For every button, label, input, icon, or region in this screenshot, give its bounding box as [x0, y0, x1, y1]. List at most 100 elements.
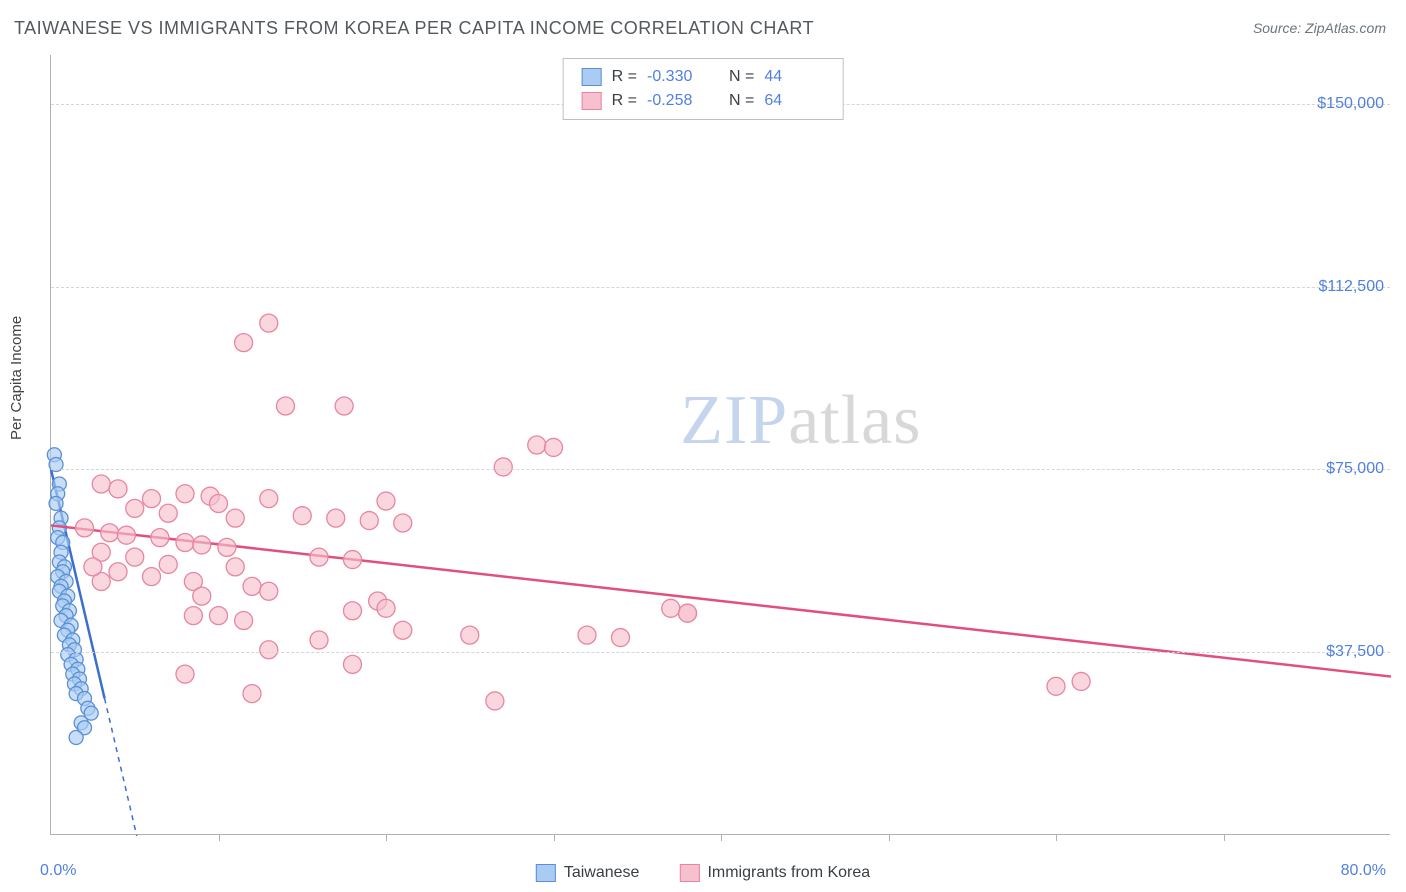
correlation-legend-row: R = -0.258 N = 64 [582, 89, 825, 113]
data-point [1047, 677, 1065, 695]
y-tick-label: $150,000 [1317, 95, 1384, 113]
data-point [344, 655, 362, 673]
n-value: 44 [764, 68, 824, 86]
data-point [49, 497, 63, 511]
data-point [151, 529, 169, 547]
y-tick-label: $112,500 [1318, 278, 1384, 296]
plot-svg [51, 55, 1390, 834]
x-tick [1056, 834, 1057, 841]
data-point [193, 536, 211, 554]
data-point [327, 509, 345, 527]
n-label: N = [729, 92, 754, 110]
data-point [193, 587, 211, 605]
chart-title: TAIWANESE VS IMMIGRANTS FROM KOREA PER C… [14, 18, 814, 39]
data-point [176, 534, 194, 552]
chart-container: TAIWANESE VS IMMIGRANTS FROM KOREA PER C… [0, 0, 1406, 892]
legend-label: Taiwanese [564, 864, 640, 882]
data-point [662, 599, 680, 617]
legend-label: Immigrants from Korea [707, 864, 870, 882]
x-tick [1224, 834, 1225, 841]
data-point [494, 458, 512, 476]
data-point [1072, 672, 1090, 690]
data-point [235, 334, 253, 352]
x-tick [721, 834, 722, 841]
r-value: -0.258 [647, 92, 707, 110]
data-point [260, 490, 278, 508]
data-point [109, 563, 127, 581]
data-point [184, 607, 202, 625]
data-point [335, 397, 353, 415]
data-point [545, 438, 563, 456]
gridline [51, 469, 1390, 470]
data-point [260, 641, 278, 659]
data-point [159, 504, 177, 522]
correlation-legend-row: R = -0.330 N = 44 [582, 65, 825, 89]
data-point [293, 507, 311, 525]
data-point [69, 731, 83, 745]
y-axis-label: Per Capita Income [8, 316, 25, 440]
legend-item: Taiwanese [536, 864, 640, 882]
gridline [51, 652, 1390, 653]
data-point [394, 621, 412, 639]
data-point [126, 499, 144, 517]
data-point [76, 519, 94, 537]
data-point [377, 599, 395, 617]
data-point [210, 607, 228, 625]
legend-swatch [679, 864, 699, 882]
data-point [612, 629, 630, 647]
data-point [226, 558, 244, 576]
data-point [377, 492, 395, 510]
r-value: -0.330 [647, 68, 707, 86]
n-label: N = [729, 68, 754, 86]
plot-area: ZIPatlas $37,500$75,000$112,500$150,000 [50, 55, 1390, 835]
correlation-legend: R = -0.330 N = 44 R = -0.258 N = 64 [563, 58, 844, 120]
y-tick-label: $37,500 [1326, 643, 1384, 661]
data-point [143, 568, 161, 586]
n-value: 64 [764, 92, 824, 110]
data-point [117, 526, 135, 544]
data-point [235, 612, 253, 630]
x-axis-max-label: 80.0% [1341, 862, 1386, 880]
data-point [310, 631, 328, 649]
data-point [578, 626, 596, 644]
data-point [101, 524, 119, 542]
data-point [109, 480, 127, 498]
data-point [176, 485, 194, 503]
legend-swatch [582, 68, 602, 86]
y-tick-label: $75,000 [1326, 460, 1384, 478]
data-point [218, 538, 236, 556]
x-tick [219, 834, 220, 841]
data-point [92, 475, 110, 493]
data-point [176, 665, 194, 683]
data-point [360, 512, 378, 530]
data-point [528, 436, 546, 454]
data-point [226, 509, 244, 527]
regression-line [51, 525, 1391, 676]
data-point [143, 490, 161, 508]
data-point [210, 495, 228, 513]
data-point [277, 397, 295, 415]
r-label: R = [612, 68, 637, 86]
x-axis-min-label: 0.0% [40, 862, 76, 880]
gridline [51, 287, 1390, 288]
data-point [344, 602, 362, 620]
chart-source: Source: ZipAtlas.com [1253, 20, 1386, 36]
data-point [84, 558, 102, 576]
data-point [394, 514, 412, 532]
series-legend: Taiwanese Immigrants from Korea [536, 864, 870, 882]
x-tick [554, 834, 555, 841]
data-point [679, 604, 697, 622]
data-point [260, 314, 278, 332]
x-tick [386, 834, 387, 841]
legend-swatch [536, 864, 556, 882]
data-point [486, 692, 504, 710]
legend-item: Immigrants from Korea [679, 864, 870, 882]
data-point [243, 685, 261, 703]
data-point [243, 577, 261, 595]
data-point [159, 555, 177, 573]
r-label: R = [612, 92, 637, 110]
data-point [126, 548, 144, 566]
data-point [461, 626, 479, 644]
data-point [260, 582, 278, 600]
regression-line-extension [105, 699, 137, 836]
